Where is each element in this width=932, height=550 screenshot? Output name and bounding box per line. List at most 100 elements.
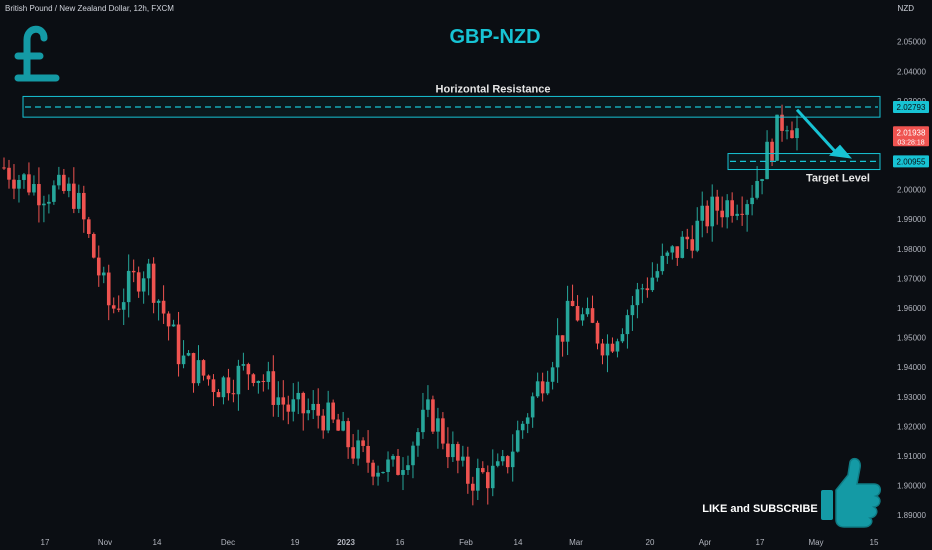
candle-body	[126, 270, 131, 303]
candle-body	[236, 365, 241, 395]
candle-body	[795, 128, 799, 139]
candle-body	[211, 379, 216, 393]
candle-body	[261, 380, 266, 382]
candle-body	[37, 184, 41, 206]
candle-body	[705, 205, 710, 227]
chart-title: GBP-NZD	[449, 26, 540, 48]
candle-body	[391, 455, 395, 460]
candle-body	[151, 263, 156, 303]
candle-body	[331, 402, 335, 420]
last-price-tag: 2.01938	[897, 128, 926, 137]
candle-body	[745, 204, 749, 215]
last-price-countdown: 03:28:18	[897, 139, 924, 146]
candle-body	[456, 444, 460, 461]
candle-body	[361, 440, 365, 446]
symbol-title: British Pound / New Zealand Dollar, 12h,…	[5, 4, 174, 13]
candle-body	[790, 130, 794, 139]
candle-body	[401, 470, 405, 475]
candle-body	[12, 179, 16, 189]
candle-body	[610, 343, 615, 352]
candle-body	[251, 374, 256, 383]
candle-body	[336, 419, 340, 431]
candle-body	[515, 430, 520, 452]
candle-body	[96, 257, 101, 276]
candle-body	[675, 246, 680, 258]
y-tick-label: 1.97000	[897, 274, 926, 283]
candle-body	[630, 305, 635, 316]
x-tick-label: Apr	[699, 538, 712, 547]
candle-body	[495, 461, 500, 466]
candle-body	[72, 183, 76, 209]
candle-body	[620, 334, 625, 342]
candle-body	[421, 409, 425, 433]
candle-body	[27, 174, 31, 193]
forecast-arrow-head	[829, 144, 852, 159]
candle-body	[351, 447, 355, 459]
candle-body	[356, 440, 360, 459]
candle-body	[710, 196, 715, 227]
target-label: Target Level	[806, 173, 870, 185]
candle-body	[540, 381, 545, 394]
candle-body	[256, 380, 261, 383]
candle-body	[660, 255, 665, 272]
candle-body	[650, 277, 655, 291]
candle-body	[376, 472, 380, 477]
candle-body	[555, 335, 560, 368]
candle-body	[780, 114, 784, 131]
candle-body	[206, 375, 211, 380]
candle-body	[221, 377, 226, 398]
thumb-hand	[835, 457, 881, 528]
candle-body	[186, 353, 191, 356]
candle-body	[181, 355, 186, 365]
candle-body	[196, 360, 201, 384]
candle-body	[146, 263, 151, 279]
candle-body	[505, 456, 510, 468]
candle-body	[625, 315, 630, 335]
candle-body	[740, 213, 744, 215]
candle-body	[530, 396, 535, 418]
candle-body	[700, 205, 705, 221]
y-tick-label: 1.91000	[897, 452, 926, 461]
candle-body	[7, 167, 11, 180]
candle-body	[416, 432, 420, 446]
x-tick-label: 14	[153, 538, 162, 547]
x-tick-label: 15	[870, 538, 879, 547]
candles	[2, 104, 799, 506]
candle-body	[446, 443, 450, 458]
candle-body	[17, 179, 21, 189]
x-tick-label: Feb	[459, 538, 473, 547]
x-tick-label: Mar	[569, 538, 583, 547]
candle-body	[525, 417, 530, 424]
candle-body	[42, 203, 46, 206]
candle-body	[500, 456, 505, 462]
candle-body	[760, 179, 764, 182]
x-tick-label: 17	[756, 538, 765, 547]
candle-body	[431, 399, 435, 432]
candle-body	[111, 305, 116, 309]
y-tick-label: 2.00000	[897, 186, 926, 195]
pound-sign-icon	[14, 25, 60, 82]
candle-body	[91, 234, 96, 258]
candle-body	[735, 213, 739, 216]
candle-body	[670, 246, 675, 253]
candle-body	[471, 483, 475, 491]
y-tick-label: 1.90000	[897, 482, 926, 491]
candle-body	[141, 278, 146, 292]
candle-body	[560, 335, 565, 342]
candle-body	[461, 456, 465, 461]
candle-body	[201, 360, 206, 376]
candle-body	[81, 192, 86, 220]
candle-body	[695, 220, 700, 251]
candle-body	[296, 392, 301, 400]
candle-body	[585, 308, 590, 315]
candle-body	[520, 423, 525, 431]
candle-body	[32, 184, 36, 193]
pound-glyph	[14, 25, 60, 82]
candle-body	[550, 367, 555, 382]
candle-body	[451, 444, 455, 458]
y-tick-label: 1.95000	[897, 334, 926, 343]
candle-body	[770, 141, 774, 161]
resistance-label: Horizontal Resistance	[436, 83, 551, 95]
candle-body	[765, 141, 769, 180]
